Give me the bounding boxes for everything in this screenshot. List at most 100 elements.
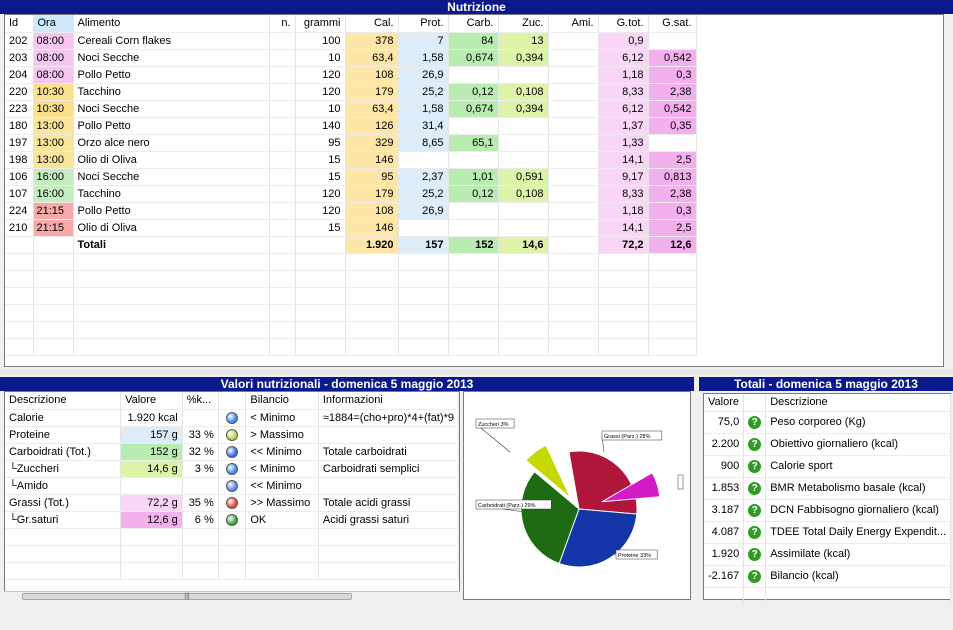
cell-ora: 16:00 [33, 168, 74, 186]
nutrient-percent [182, 409, 219, 427]
total-row[interactable]: 1.920? Assimilate (kcal) [704, 543, 952, 566]
scrollbar-thumb[interactable]: ||| [22, 593, 352, 600]
balance-text: >> Massimo [245, 494, 319, 512]
table-row[interactable]: 202 08:00 Cereali Corn flakes 100 378 7 84 13 0,… [5, 32, 697, 50]
col-header-4[interactable]: Bilancio [245, 392, 319, 410]
cell-ami [548, 49, 599, 67]
col-header-valore[interactable]: Valore [704, 394, 745, 412]
nutrient-row[interactable]: Proteine 157 g 33 % > Massimo [5, 426, 460, 444]
nutrient-row[interactable]: Grassi (Tot.) 72,2 g 35 % >> Massimo Totale … [5, 494, 460, 512]
cell-alimento: Cereali Corn flakes [73, 32, 270, 50]
svg-text:Proteine 33%: Proteine 33% [618, 553, 651, 559]
nutrient-value [120, 477, 183, 495]
col-header-5[interactable]: Informazioni [318, 392, 460, 410]
col-header-4[interactable]: grammi [295, 15, 346, 33]
nutrient-row[interactable]: Carboidrati (Tot.) 152 g 32 % << Minimo Tota… [5, 443, 460, 461]
total-row[interactable]: 75,0? Peso corporeo (Kg) [704, 411, 952, 434]
col-header-3[interactable] [218, 392, 247, 410]
nutrient-row[interactable]: └Amido << Minimo [5, 477, 460, 495]
total-description: DCN Fabbisogno giornaliero (kcal) [765, 499, 952, 522]
table-row[interactable]: 107 16:00 Tacchino 120 179 25,2 0,12 0,108 8,33 2… [5, 185, 697, 203]
total-row[interactable]: 900? Calorie sport [704, 455, 952, 478]
cell-gtot: 0,9 [598, 32, 649, 50]
cell-ami [548, 219, 599, 237]
help-icon[interactable]: ? [748, 503, 762, 517]
icon-cell: ? [743, 433, 767, 456]
cell-ora: 16:00 [33, 185, 74, 203]
help-icon[interactable]: ? [748, 437, 762, 451]
total-description: TDEE Total Daily Energy Expendit... [765, 521, 952, 544]
help-icon[interactable]: ? [748, 481, 762, 495]
total-value: 4.087 [704, 521, 745, 544]
cell-cal: 378 [345, 32, 399, 50]
total-row[interactable]: 2.200? Obiettivo giornaliero (kcal) [704, 433, 952, 456]
icon-cell: ? [743, 455, 767, 478]
col-header-3[interactable]: n. [269, 15, 296, 33]
valori-grid[interactable]: Descrizione Valore %k... Bilancio Informazio… [4, 391, 460, 597]
col-header-8[interactable]: Zuc. [498, 15, 549, 33]
table-row[interactable]: 210 21:15 Olio di Oliva 15 146 14,1 2,5 [5, 219, 697, 237]
help-icon[interactable]: ? [748, 415, 762, 429]
help-icon[interactable]: ? [748, 525, 762, 539]
cell-ora: 08:00 [33, 49, 74, 67]
table-row[interactable]: 106 16:00 Noci Secche 15 95 2,37 1,01 0,591 9,17… [5, 168, 697, 186]
empty-row [5, 253, 697, 271]
totals-row: Totali 1.920 157 152 14,6 72,2 12,6 [5, 236, 697, 254]
col-header-1[interactable]: Valore [120, 392, 183, 410]
pie-label-zuccheri: Zuccheri 3% [475, 418, 515, 429]
table-row[interactable]: 204 08:00 Pollo Petto 120 108 26,9 1,18 0,3 [5, 66, 697, 84]
table-row[interactable]: 220 10:30 Tacchino 120 179 25,2 0,12 0,108 8,33 2… [5, 83, 697, 101]
help-icon[interactable]: ? [748, 459, 762, 473]
total-row[interactable]: 3.187? DCN Fabbisogno giornaliero (kcal) [704, 499, 952, 522]
nutrizione-grid[interactable]: Id Ora Alimento n. grammi Cal. Prot. Carb. Zuc. A… [4, 14, 944, 367]
cell-carb: 65,1 [448, 134, 499, 152]
cell-alimento: Noci Secche [73, 168, 270, 186]
cell-alimento: Olio di Oliva [73, 219, 270, 237]
col-header-1[interactable]: Ora [33, 15, 74, 33]
valori-header: Valori nutrizionali - domenica 5 maggio … [0, 377, 694, 391]
col-header-7[interactable]: Carb. [448, 15, 499, 33]
table-row[interactable]: 224 21:15 Pollo Petto 120 108 26,9 1,18 0,3 [5, 202, 697, 220]
table-row[interactable]: 180 13:00 Pollo Petto 140 126 31,4 1,37 0,35 [5, 117, 697, 135]
cell-carb: 0,12 [448, 185, 499, 203]
cell-gsat: 0,542 [648, 49, 697, 67]
cell-zuc [498, 134, 549, 152]
cell-zuc [498, 151, 549, 169]
cell-n [269, 168, 296, 186]
table-row[interactable]: 197 13:00 Orzo alce nero 95 329 8,65 65,1 1,33 [5, 134, 697, 152]
nutrient-name: Carboidrati (Tot.) [5, 443, 122, 461]
totali-grid[interactable]: Valore Descrizione 75,0? Peso corporeo (Kg)… [703, 393, 952, 605]
nutrient-percent: 32 % [182, 443, 219, 461]
table-row[interactable]: 203 08:00 Noci Secche 10 63,4 1,58 0,674 0,394 6… [5, 49, 697, 67]
horizontal-scrollbar[interactable]: ||| [4, 591, 460, 600]
help-icon[interactable]: ? [748, 569, 762, 583]
cell-gsat: 2,38 [648, 185, 697, 203]
cell-zuc [498, 66, 549, 84]
col-header-2[interactable]: %k... [182, 392, 219, 410]
total-row[interactable]: 4.087? TDEE Total Daily Energy Expendit..… [704, 521, 952, 544]
col-header-6[interactable]: Prot. [398, 15, 449, 33]
help-icon[interactable]: ? [748, 547, 762, 561]
nutrient-row[interactable]: Calorie 1.920 kcal < Minimo ≈1884=(cho+pro)… [5, 409, 460, 427]
cell-prot: 25,2 [398, 83, 449, 101]
empty-row [5, 287, 697, 305]
col-header-0[interactable]: Id [5, 15, 34, 33]
col-header-9[interactable]: Ami. [548, 15, 599, 33]
col-header-2[interactable]: Alimento [73, 15, 270, 33]
splitter[interactable] [0, 369, 953, 375]
total-row[interactable]: -2.167? Bilancio (kcal) [704, 565, 952, 588]
cell-zuc: 13 [498, 32, 549, 50]
cell-id: 106 [5, 168, 34, 186]
cell-carb: 0,12 [448, 83, 499, 101]
col-header-descrizione[interactable]: Descrizione [765, 394, 952, 412]
total-row[interactable]: 1.853? BMR Metabolismo basale (kcal) [704, 477, 952, 500]
col-header-0[interactable]: Descrizione [5, 392, 122, 410]
table-row[interactable]: 223 10:30 Noci Secche 10 63,4 1,58 0,674 0,394 6… [5, 100, 697, 118]
col-header-10[interactable]: G.tot. [598, 15, 649, 33]
table-row[interactable]: 198 13:00 Olio di Oliva 15 146 14,1 2,5 [5, 151, 697, 169]
col-header-11[interactable]: G.sat. [648, 15, 697, 33]
cell-cal: 63,4 [345, 49, 399, 67]
col-header-5[interactable]: Cal. [345, 15, 399, 33]
